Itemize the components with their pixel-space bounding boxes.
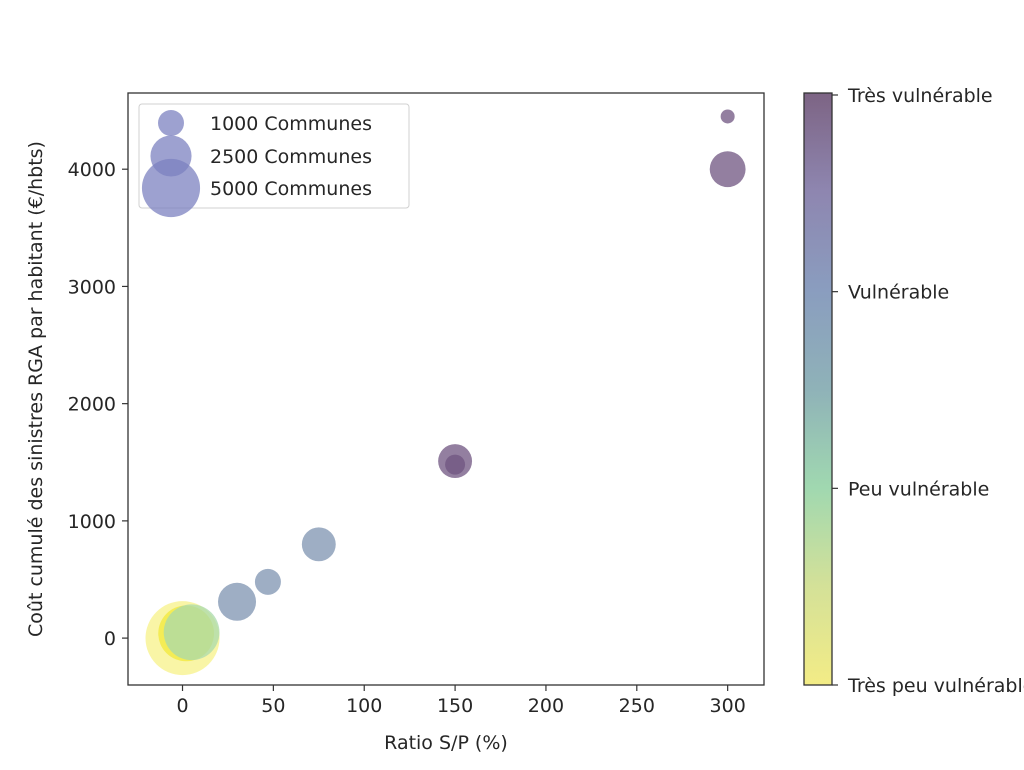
x-tick-label: 150 — [437, 695, 473, 717]
data-point — [218, 582, 257, 621]
legend: 1000 Communes 2500 Communes 5000 Communes — [138, 103, 410, 218]
y-tick-label: 0 — [104, 628, 116, 650]
colorbar-tick-label: Très peu vulnérable — [847, 675, 1024, 697]
legend-marker — [141, 158, 201, 218]
x-axis: 0 50 100 150 200 250 300 — [176, 685, 746, 717]
data-point — [445, 454, 466, 475]
x-tick-label: 200 — [528, 695, 564, 717]
y-tick-label: 1000 — [68, 511, 116, 533]
plot-frame — [127, 92, 765, 686]
y-axis: 0 1000 2000 3000 4000 — [68, 159, 128, 650]
x-tick-label: 300 — [710, 695, 746, 717]
legend-label: 1000 Communes — [210, 113, 372, 135]
colorbar-tick-label: Peu vulnérable — [848, 478, 989, 500]
data-point — [163, 604, 220, 661]
data-point — [720, 109, 735, 124]
x-tick-label: 250 — [619, 695, 655, 717]
y-tick-label: 3000 — [68, 276, 116, 298]
colorbar-tick-label: Vulnérable — [848, 282, 949, 304]
colorbar-gradient — [803, 92, 833, 686]
x-tick-label: 50 — [261, 695, 285, 717]
y-axis-label: Coût cumulé des sinistres RGA par habita… — [25, 141, 47, 637]
x-tick-label: 0 — [176, 695, 188, 717]
y-tick-label: 4000 — [68, 159, 116, 181]
x-tick-label: 100 — [346, 695, 382, 717]
x-axis-label: Ratio S/P (%) — [384, 732, 508, 754]
legend-frame — [138, 103, 410, 209]
colorbar: Très peu vulnérable Peu vulnérable Vulnéra… — [803, 85, 1024, 697]
y-tick-label: 2000 — [68, 394, 116, 416]
legend-marker — [158, 110, 184, 136]
points-layer — [145, 109, 746, 676]
legend-label: 2500 Communes — [210, 146, 372, 168]
data-point — [254, 568, 281, 595]
data-point — [709, 151, 746, 188]
colorbar-tick-label: Très vulnérable — [847, 85, 993, 107]
data-point — [301, 527, 336, 562]
legend-label: 5000 Communes — [210, 178, 372, 200]
